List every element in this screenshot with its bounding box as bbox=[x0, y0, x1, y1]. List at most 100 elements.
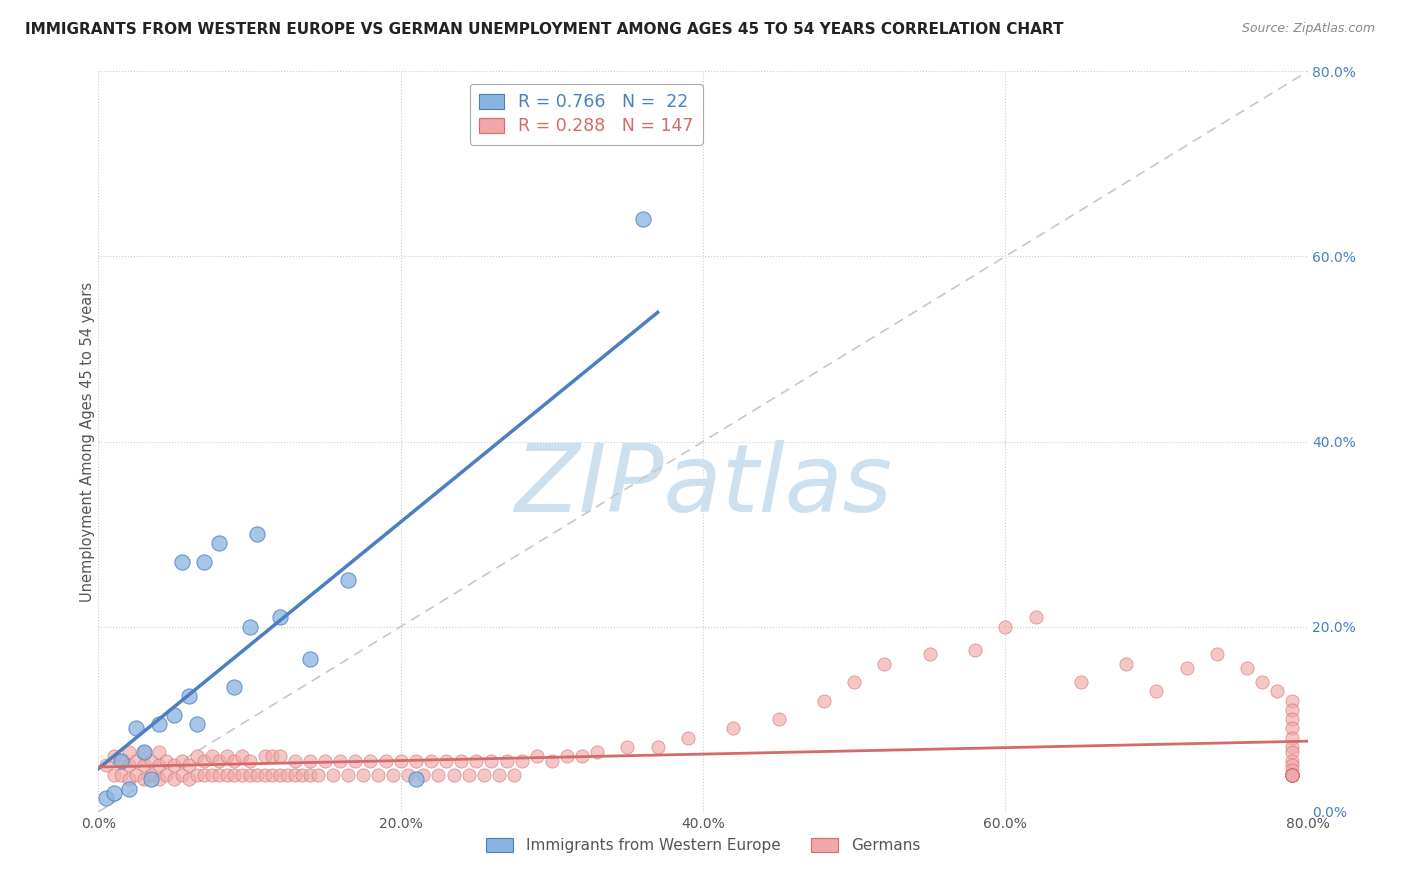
Point bbox=[1281, 767, 1303, 781]
Legend: Immigrants from Western Europe, Germans: Immigrants from Western Europe, Germans bbox=[479, 832, 927, 860]
Point bbox=[110, 754, 132, 768]
Point bbox=[1281, 767, 1303, 781]
Point bbox=[465, 754, 488, 768]
Point bbox=[450, 754, 472, 768]
Point bbox=[1281, 758, 1303, 772]
Point bbox=[179, 758, 201, 772]
Point bbox=[215, 767, 238, 781]
Point bbox=[186, 749, 208, 764]
Point bbox=[118, 772, 141, 787]
Point bbox=[503, 767, 526, 781]
Point bbox=[141, 754, 163, 768]
Point bbox=[291, 767, 314, 781]
Point bbox=[571, 749, 593, 764]
Point bbox=[322, 767, 344, 781]
Point bbox=[1281, 739, 1303, 754]
Point bbox=[246, 527, 269, 541]
Point bbox=[103, 767, 125, 781]
Point bbox=[420, 754, 443, 768]
Point bbox=[336, 767, 359, 781]
Point bbox=[314, 754, 336, 768]
Point bbox=[231, 767, 253, 781]
Point bbox=[125, 767, 148, 781]
Point bbox=[1281, 767, 1303, 781]
Point bbox=[118, 745, 141, 759]
Point bbox=[768, 712, 790, 726]
Point bbox=[155, 754, 177, 768]
Point bbox=[239, 754, 262, 768]
Point bbox=[723, 722, 745, 736]
Point bbox=[170, 767, 193, 781]
Point bbox=[118, 758, 141, 772]
Text: ZIPatlas: ZIPatlas bbox=[515, 441, 891, 532]
Point bbox=[186, 767, 208, 781]
Point bbox=[125, 754, 148, 768]
Point bbox=[1281, 767, 1303, 781]
Point bbox=[813, 694, 835, 708]
Point bbox=[412, 767, 434, 781]
Point bbox=[1024, 610, 1046, 624]
Point bbox=[239, 619, 262, 633]
Point bbox=[179, 772, 201, 787]
Point bbox=[396, 767, 419, 781]
Point bbox=[141, 772, 163, 787]
Point bbox=[488, 767, 510, 781]
Point bbox=[1281, 763, 1303, 777]
Point bbox=[299, 754, 322, 768]
Point bbox=[1281, 767, 1303, 781]
Point bbox=[94, 790, 117, 805]
Point bbox=[284, 767, 307, 781]
Point bbox=[1281, 712, 1303, 726]
Point bbox=[616, 739, 638, 754]
Point bbox=[299, 652, 322, 666]
Point bbox=[1070, 675, 1092, 690]
Point bbox=[193, 754, 215, 768]
Point bbox=[201, 749, 224, 764]
Point bbox=[1281, 767, 1303, 781]
Point bbox=[1236, 661, 1258, 675]
Point bbox=[110, 754, 132, 768]
Text: Source: ZipAtlas.com: Source: ZipAtlas.com bbox=[1241, 22, 1375, 36]
Point bbox=[965, 642, 987, 657]
Point bbox=[103, 786, 125, 800]
Point bbox=[481, 754, 503, 768]
Point bbox=[389, 754, 412, 768]
Point bbox=[352, 767, 374, 781]
Point bbox=[1267, 684, 1289, 698]
Point bbox=[141, 767, 163, 781]
Point bbox=[1281, 767, 1303, 781]
Point bbox=[148, 716, 170, 731]
Point bbox=[1281, 767, 1303, 781]
Point bbox=[1281, 767, 1303, 781]
Point bbox=[1281, 754, 1303, 768]
Point bbox=[344, 754, 367, 768]
Point bbox=[443, 767, 465, 781]
Point bbox=[299, 767, 322, 781]
Point bbox=[647, 739, 669, 754]
Point bbox=[1281, 767, 1303, 781]
Point bbox=[262, 749, 284, 764]
Point bbox=[1281, 767, 1303, 781]
Point bbox=[239, 767, 262, 781]
Point bbox=[1281, 767, 1303, 781]
Point bbox=[224, 767, 246, 781]
Point bbox=[269, 610, 291, 624]
Text: IMMIGRANTS FROM WESTERN EUROPE VS GERMAN UNEMPLOYMENT AMONG AGES 45 TO 54 YEARS : IMMIGRANTS FROM WESTERN EUROPE VS GERMAN… bbox=[25, 22, 1064, 37]
Point bbox=[844, 675, 866, 690]
Point bbox=[148, 772, 170, 787]
Point bbox=[155, 767, 177, 781]
Point bbox=[193, 767, 215, 781]
Point bbox=[1144, 684, 1167, 698]
Point bbox=[1281, 694, 1303, 708]
Point bbox=[208, 754, 231, 768]
Point bbox=[132, 772, 155, 787]
Point bbox=[269, 749, 291, 764]
Point bbox=[1281, 767, 1303, 781]
Point bbox=[118, 781, 141, 796]
Point bbox=[269, 767, 291, 781]
Point bbox=[1281, 767, 1303, 781]
Point bbox=[132, 745, 155, 759]
Point bbox=[208, 536, 231, 550]
Point bbox=[495, 754, 517, 768]
Point bbox=[472, 767, 495, 781]
